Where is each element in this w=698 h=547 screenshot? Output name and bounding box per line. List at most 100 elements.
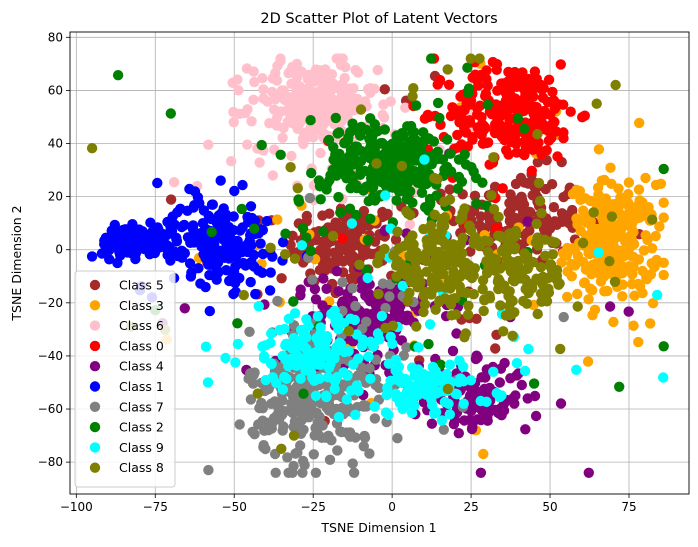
scatter-point: [302, 406, 314, 418]
scatter-point: [288, 421, 299, 433]
scatter-point: [475, 467, 487, 478]
legend-marker: [89, 401, 101, 412]
scatter-point: [429, 172, 440, 184]
x-axis-label: TSNE Dimension 1: [320, 520, 436, 535]
scatter-point: [86, 251, 98, 262]
scatter-point: [424, 319, 436, 330]
scatter-point: [245, 240, 257, 251]
scatter-point: [480, 372, 491, 383]
scatter-point: [511, 370, 522, 381]
scatter-point: [418, 306, 429, 318]
series-class-8: [86, 53, 658, 454]
scatter-point: [526, 104, 537, 116]
scatter-point: [548, 202, 560, 213]
scatter-point: [308, 353, 320, 364]
scatter-point: [448, 418, 460, 430]
scatter-point: [476, 111, 487, 123]
scatter-point: [621, 219, 633, 231]
scatter-point: [461, 98, 472, 109]
scatter-point: [652, 289, 663, 301]
scatter-point: [257, 267, 268, 278]
scatter-point: [311, 234, 322, 246]
scatter-point: [279, 323, 290, 335]
scatter-point: [132, 226, 144, 237]
scatter-point: [347, 175, 358, 186]
scatter-point: [184, 183, 195, 195]
scatter-point: [169, 219, 180, 230]
legend-label: Class 3: [119, 298, 164, 313]
scatter-point: [310, 467, 322, 478]
scatter-point: [165, 108, 176, 119]
scatter-point: [322, 238, 333, 249]
scatter-point: [614, 381, 625, 392]
scatter-point: [335, 207, 346, 218]
scatter-point: [280, 228, 291, 239]
scatter-point: [633, 184, 645, 195]
scatter-point: [400, 102, 411, 113]
scatter-point: [439, 212, 451, 223]
scatter-point: [607, 238, 619, 249]
scatter-point: [407, 362, 418, 373]
scatter-point: [405, 395, 416, 406]
scatter-point: [270, 94, 281, 105]
scatter-point: [528, 378, 540, 389]
scatter-point: [444, 359, 456, 370]
legend-label: Class 5: [119, 278, 164, 293]
scatter-point: [236, 247, 247, 258]
scatter-point: [477, 275, 489, 286]
scatter-point: [658, 372, 669, 383]
scatter-point: [459, 203, 470, 214]
scatter-point: [345, 144, 357, 156]
scatter-point: [562, 291, 573, 303]
scatter-point: [371, 158, 382, 169]
scatter-point: [577, 237, 589, 249]
scatter-point: [451, 388, 462, 400]
scatter-point: [407, 230, 418, 241]
scatter-point: [378, 99, 389, 110]
scatter-point: [517, 67, 528, 78]
scatter-point: [328, 142, 339, 153]
scatter-point: [265, 337, 276, 349]
scatter-point: [546, 132, 557, 144]
scatter-point: [391, 195, 402, 206]
scatter-point: [167, 211, 178, 222]
scatter-point: [322, 372, 334, 383]
scatter-point: [104, 254, 115, 265]
scatter-point: [355, 155, 367, 167]
scatter-point: [410, 100, 422, 111]
scatter-point: [330, 112, 341, 124]
scatter-point: [593, 247, 604, 258]
scatter-point: [295, 324, 307, 336]
scatter-point: [192, 192, 204, 203]
scatter-point: [469, 263, 481, 274]
scatter-point: [471, 198, 482, 209]
scatter-point: [533, 177, 545, 189]
scatter-point: [380, 322, 391, 334]
scatter-point: [509, 231, 520, 243]
scatter-point: [364, 448, 375, 459]
scatter-point: [313, 88, 325, 99]
scatter-point: [445, 148, 456, 159]
scatter-point: [632, 210, 643, 221]
scatter-point: [280, 249, 291, 260]
scatter-point: [295, 440, 306, 451]
scatter-point: [393, 375, 404, 386]
scatter-point: [380, 407, 392, 418]
scatter-point: [285, 65, 297, 76]
y-tick-label: 0: [55, 243, 63, 257]
scatter-point: [245, 201, 257, 212]
scatter-point: [575, 225, 586, 237]
scatter-point: [248, 249, 260, 261]
scatter-point: [337, 233, 348, 244]
scatter-point: [120, 230, 131, 241]
scatter-point: [535, 288, 547, 299]
scatter-point: [516, 379, 527, 391]
scatter-point: [390, 234, 402, 245]
scatter-point: [291, 400, 303, 411]
scatter-point: [578, 214, 590, 225]
scatter-point: [348, 467, 360, 478]
scatter-point: [228, 117, 239, 128]
scatter-point: [402, 295, 413, 307]
scatter-point: [188, 220, 199, 231]
scatter-point: [333, 191, 344, 203]
